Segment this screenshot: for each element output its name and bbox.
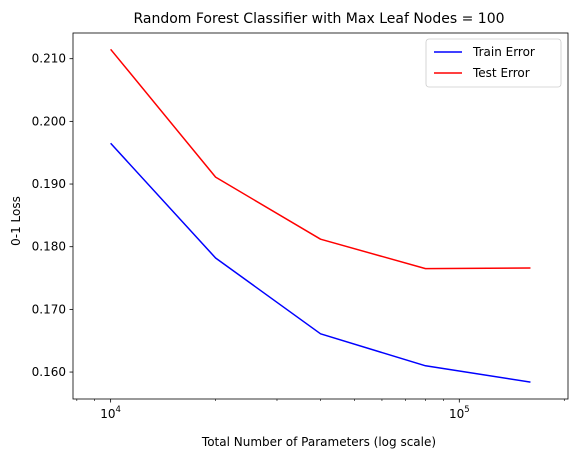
y-axis-label: 0-1 Loss [9,196,23,246]
legend: Train Error Test Error [426,39,561,87]
y-tick-label: 0.200 [32,114,66,128]
x-axis-label: Total Number of Parameters (log scale) [201,435,436,449]
y-tick-label: 0.210 [32,52,66,66]
y-tick-label: 0.180 [32,240,66,254]
y-tick-label: 0.170 [32,302,66,316]
y-tick-label: 0.160 [32,365,66,379]
legend-label: Train Error [472,45,535,59]
y-tick-label: 0.190 [32,177,66,191]
chart-title: Random Forest Classifier with Max Leaf N… [133,11,504,27]
legend-label: Test Error [472,66,530,80]
